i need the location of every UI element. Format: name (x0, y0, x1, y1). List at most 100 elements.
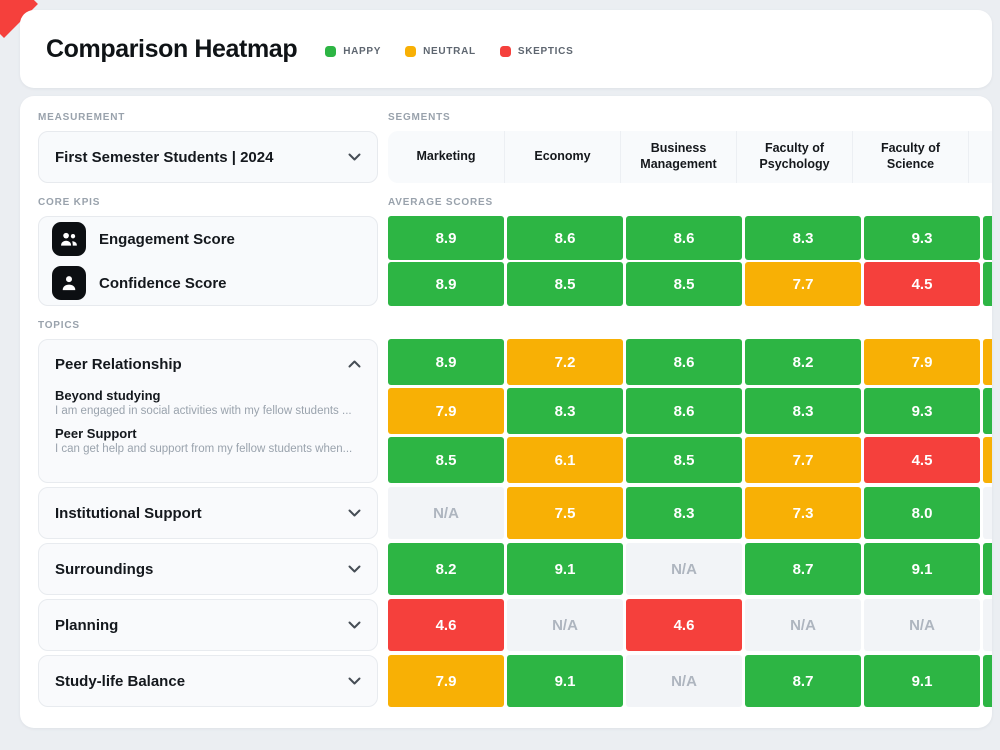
segment-header: Faculty of Science (852, 131, 968, 183)
score-cell[interactable]: 9.1 (507, 655, 623, 707)
page-title: Comparison Heatmap (46, 34, 298, 63)
section-labels-row: CORE KPIS AVERAGE SCORES (38, 197, 992, 208)
neutral-dot-icon (405, 46, 417, 57)
segment-header: Economy (504, 131, 620, 183)
score-cell[interactable]: 8.3 (626, 487, 742, 539)
score-cell[interactable]: 8.5 (626, 262, 742, 306)
score-cell[interactable] (983, 655, 992, 707)
score-cell[interactable]: 8.3 (745, 388, 861, 434)
kpi-item[interactable]: Engagement Score (52, 222, 364, 256)
score-cell-na[interactable]: N/A (388, 487, 504, 539)
score-cell[interactable]: 8.6 (626, 339, 742, 385)
score-cell-na[interactable] (983, 599, 992, 651)
subtopic-description: I can get help and support from my fello… (55, 443, 353, 455)
score-cell[interactable] (983, 262, 992, 306)
score-cell[interactable]: 8.3 (507, 388, 623, 434)
score-cell[interactable]: 4.5 (864, 262, 980, 306)
topic-card-expanded[interactable]: Peer Relationship Beyond studying I am eng… (38, 339, 378, 483)
score-cell[interactable]: 9.3 (864, 216, 980, 260)
score-cell[interactable] (983, 437, 992, 483)
score-row: 7.9 9.1 N/A 8.7 9.1 (388, 655, 992, 707)
subtopic[interactable]: Beyond studying I am engaged in social ac… (55, 388, 361, 417)
score-cell[interactable]: 8.6 (507, 216, 623, 260)
score-cell[interactable]: 9.1 (864, 655, 980, 707)
score-cell[interactable]: 9.1 (864, 543, 980, 595)
score-cell[interactable]: 8.5 (507, 262, 623, 306)
topic-score-rows: 8.2 9.1 N/A 8.7 9.1 (388, 543, 992, 595)
kpi-row: Engagement Score Confidence Score 8.9 8.6 8… (38, 216, 992, 306)
score-cell[interactable]: 8.7 (745, 655, 861, 707)
score-cell-na[interactable] (983, 487, 992, 539)
legend-label-skeptic: SKEPTICS (517, 46, 574, 57)
topic-score-rows: 4.6 N/A 4.6 N/A N/A (388, 599, 992, 651)
score-cell[interactable] (983, 216, 992, 260)
segment-header (968, 131, 992, 183)
score-cell[interactable]: 7.5 (507, 487, 623, 539)
score-cell[interactable]: 8.2 (388, 543, 504, 595)
score-cell[interactable]: 7.3 (745, 487, 861, 539)
score-row: 8.9 8.6 8.6 8.3 9.3 (388, 216, 992, 260)
section-labels-row: TOPICS (38, 320, 992, 331)
average-scores-section-label: AVERAGE SCORES (388, 197, 493, 208)
score-cell[interactable]: 7.7 (745, 262, 861, 306)
topic-band: Peer Relationship Beyond studying I am eng… (38, 339, 992, 483)
score-cell[interactable]: 8.6 (626, 388, 742, 434)
score-cell[interactable]: 4.6 (626, 599, 742, 651)
topic-score-rows: N/A 7.5 8.3 7.3 8.0 (388, 487, 992, 539)
measurement-dropdown-value: First Semester Students | 2024 (55, 148, 274, 166)
topic-band: Surroundings 8.2 9.1 N/A 8.7 9.1 (38, 543, 992, 595)
topics-section-label: TOPICS (38, 320, 80, 331)
score-cell-na[interactable]: N/A (864, 599, 980, 651)
topic-title-row: Peer Relationship (55, 340, 361, 388)
topic-label: Surroundings (55, 560, 154, 578)
score-cell[interactable]: 4.5 (864, 437, 980, 483)
topic-row[interactable]: Institutional Support (38, 487, 378, 539)
score-cell[interactable]: 8.7 (745, 543, 861, 595)
score-cell[interactable] (983, 388, 992, 434)
topic-row[interactable]: Study-life Balance (38, 655, 378, 707)
score-cell[interactable]: 8.2 (745, 339, 861, 385)
score-cell[interactable]: 8.5 (626, 437, 742, 483)
score-cell[interactable]: 8.9 (388, 262, 504, 306)
score-cell[interactable] (983, 543, 992, 595)
score-cell[interactable]: 4.6 (388, 599, 504, 651)
score-cell[interactable] (983, 339, 992, 385)
segment-header: Business Management (620, 131, 736, 183)
topic-row[interactable]: Planning (38, 599, 378, 651)
topic-band: Planning 4.6 N/A 4.6 N/A N/A (38, 599, 992, 651)
topic-band: Study-life Balance 7.9 9.1 N/A 8.7 9.1 (38, 655, 992, 707)
score-cell-na[interactable]: N/A (626, 543, 742, 595)
subtopic[interactable]: Peer Support I can get help and support f… (55, 426, 361, 455)
score-cell[interactable]: 8.3 (745, 216, 861, 260)
legend-item-happy: HAPPY (325, 46, 381, 57)
measurement-dropdown[interactable]: First Semester Students | 2024 (38, 131, 378, 183)
score-cell[interactable]: 7.7 (745, 437, 861, 483)
kpi-item[interactable]: Confidence Score (52, 266, 364, 300)
segments-section-label: SEGMENTS (388, 112, 451, 123)
chevron-down-icon (348, 621, 361, 629)
score-cell[interactable]: 8.6 (626, 216, 742, 260)
topic-label: Study-life Balance (55, 672, 186, 690)
score-cell[interactable]: 7.2 (507, 339, 623, 385)
topic-row[interactable]: Surroundings (38, 543, 378, 595)
score-cell[interactable]: 9.1 (507, 543, 623, 595)
score-cell[interactable]: 7.9 (864, 339, 980, 385)
score-cell[interactable]: 7.9 (388, 655, 504, 707)
score-cell[interactable]: 8.9 (388, 339, 504, 385)
chevron-down-icon (348, 509, 361, 517)
score-cell[interactable]: 8.0 (864, 487, 980, 539)
subtopic-description: I am engaged in social activities with m… (55, 405, 352, 417)
skeptic-dot-icon (499, 46, 511, 57)
score-cell[interactable]: 8.9 (388, 216, 504, 260)
heatmap-panel: MEASUREMENT SEGMENTS First Semester Stud… (20, 96, 992, 728)
score-cell[interactable]: 8.5 (388, 437, 504, 483)
score-cell[interactable]: 9.3 (864, 388, 980, 434)
topic-band: Institutional Support N/A 7.5 8.3 7.3 8.0 (38, 487, 992, 539)
score-cell-na[interactable]: N/A (507, 599, 623, 651)
score-cell[interactable]: 7.9 (388, 388, 504, 434)
score-cell[interactable]: 6.1 (507, 437, 623, 483)
score-row: 7.9 8.3 8.6 8.3 9.3 (388, 388, 992, 434)
score-cell-na[interactable]: N/A (626, 655, 742, 707)
score-row: 8.9 8.5 8.5 7.7 4.5 (388, 262, 992, 306)
score-cell-na[interactable]: N/A (745, 599, 861, 651)
